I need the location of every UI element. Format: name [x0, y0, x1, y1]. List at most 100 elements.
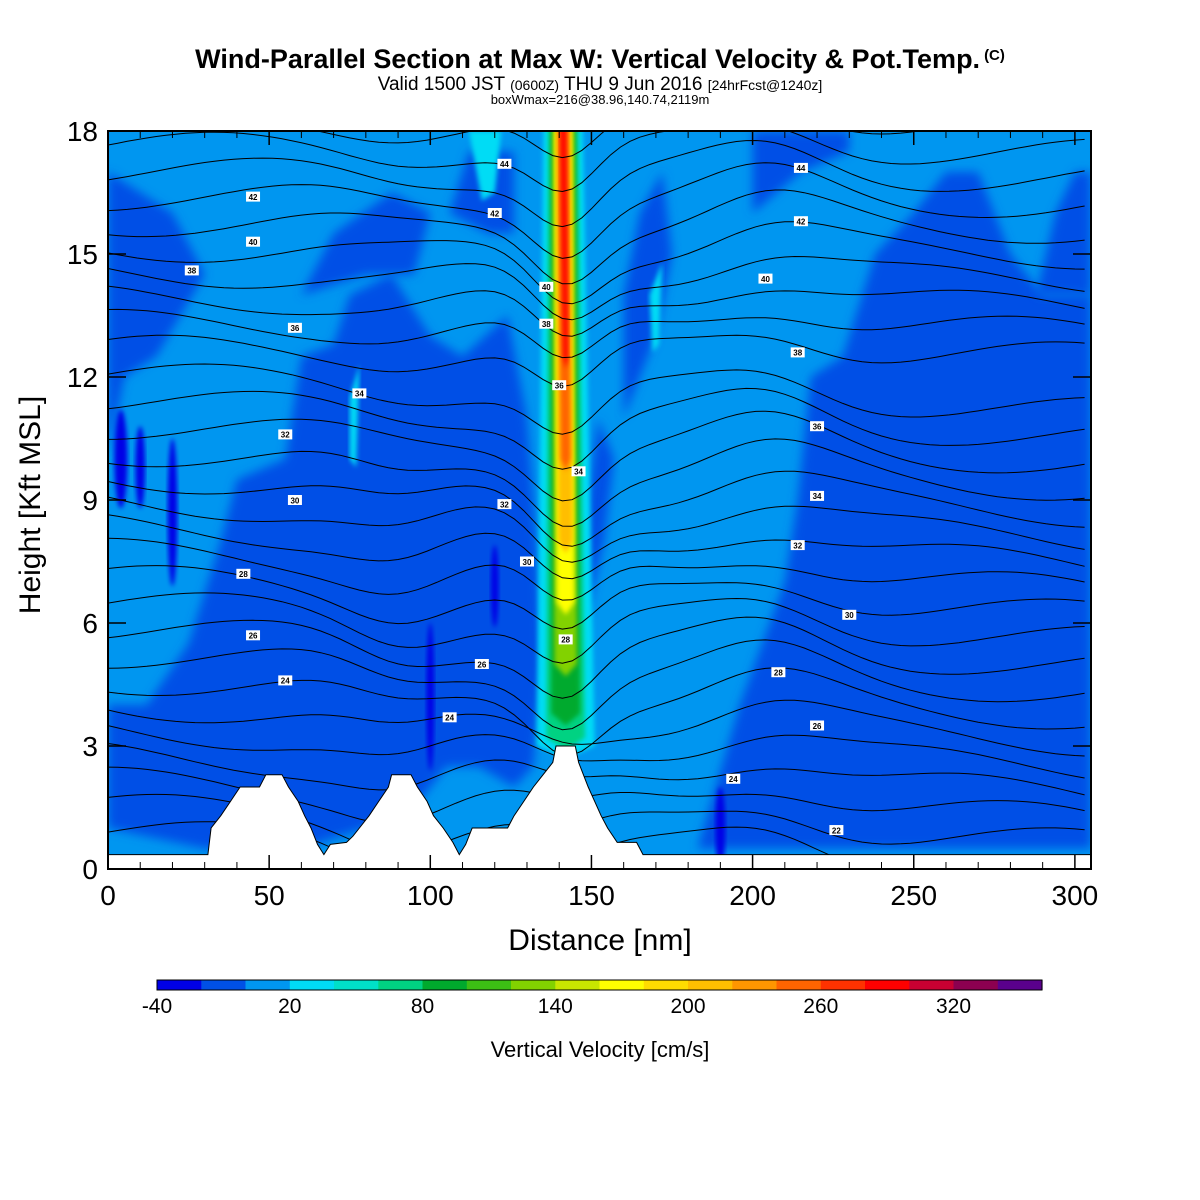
theta-label: 38: [539, 318, 554, 329]
colorbar-swatch: [555, 980, 601, 990]
isentrope-28: [315, 131, 923, 159]
isentrope-18: [108, 363, 1085, 435]
theta-label: 26: [474, 659, 489, 669]
theta-label-text: 42: [796, 218, 805, 227]
theta-label-text: 28: [239, 570, 248, 579]
theta-label: 30: [842, 609, 857, 620]
theta-label-bg: [726, 773, 741, 784]
theta-label: 28: [558, 634, 573, 645]
x-tick-label: 50: [254, 880, 285, 911]
theta-label: 42: [246, 191, 261, 202]
isentrope-21: [108, 285, 1085, 337]
theta-label: 36: [552, 380, 567, 391]
theta-label-bg: [810, 421, 825, 432]
theta-label-bg: [236, 568, 251, 579]
x-tick-label: 100: [407, 880, 454, 911]
isentrope-15: [108, 438, 1085, 527]
negative-w-region-4: [697, 172, 1091, 849]
theta-label: 26: [246, 630, 261, 641]
theta-label-text: 32: [281, 431, 290, 440]
colorbar-swatch: [997, 980, 1043, 990]
isentrope-25: [108, 162, 1085, 259]
isentrope-22: [108, 255, 1085, 321]
theta-label-bg: [771, 667, 786, 678]
theta-label: 40: [539, 281, 554, 292]
y-tick-label: 15: [67, 239, 98, 270]
theta-label: 42: [793, 216, 808, 227]
colorbar-label: 80: [411, 995, 434, 1018]
theta-label-bg: [539, 281, 554, 292]
theta-label-text: 24: [445, 714, 454, 723]
isentrope-23: [108, 221, 1085, 305]
negative-w-region-1: [108, 172, 205, 459]
isentrope-13: [108, 496, 1085, 563]
contour-labels: 42 40 38 36 34 32 30 28 26 24 44 42 40 38 36 34 32 30 28 26…: [184, 158, 857, 835]
chart-subtitle: Valid 1500 JST (0600Z) THU 9 Jun 2016 [2…: [377, 74, 823, 95]
colorbar-swatch: [776, 980, 822, 990]
theta-label-bg: [278, 429, 293, 440]
theta-label-bg: [287, 322, 302, 333]
y-tick-label: 18: [67, 116, 98, 147]
chart-title: Wind-Parallel Section at Max W: Vertical…: [195, 44, 1005, 74]
y-tick-label: 9: [82, 485, 98, 516]
forecast-info: [24hrFcst@1240z]: [707, 77, 823, 93]
terrain: [108, 745, 1091, 869]
terrain-mask: [108, 745, 1091, 869]
isentrope-20: [108, 308, 1085, 359]
y-tick-label: 6: [82, 608, 98, 639]
theta-label-bg: [539, 318, 554, 329]
theta-label: 38: [184, 265, 199, 276]
theta-label-bg: [758, 273, 773, 284]
theta-label-text: 36: [813, 423, 822, 432]
colorbar-swatch: [599, 980, 645, 990]
theta-label-text: 40: [761, 275, 770, 284]
colorbar-swatch: [422, 980, 468, 990]
theta-label-bg: [497, 499, 512, 510]
theta-label-text: 28: [774, 669, 783, 678]
negative-w-region-5: [752, 131, 850, 213]
theta-label-bg: [246, 191, 261, 202]
theta-label-bg: [790, 540, 805, 551]
theta-label-bg: [810, 720, 825, 731]
colorbar-label: 200: [670, 995, 705, 1018]
theta-label-text: 36: [555, 382, 564, 391]
x-tick-label: 200: [729, 880, 776, 911]
theta-label: 26: [810, 720, 825, 731]
colorbar-swatch: [953, 980, 999, 990]
isentrope-7: [108, 639, 1085, 731]
colorbar-frame: [156, 979, 1043, 991]
theta-label-text: 34: [813, 492, 822, 501]
theta-label-text: 30: [845, 611, 854, 620]
theta-label-bg: [487, 208, 502, 218]
isentrope-9: [108, 592, 1085, 664]
theta-label: 36: [810, 421, 825, 432]
theta-label: 32: [790, 540, 805, 551]
valid-utc: (0600Z): [510, 77, 560, 93]
theta-label: 38: [790, 347, 805, 358]
theta-label-text: 26: [477, 660, 486, 669]
theta-label: 30: [519, 556, 534, 567]
theta-label-text: 26: [249, 632, 258, 641]
theta-label-text: 40: [249, 238, 258, 247]
weak-updraft-1: [649, 262, 663, 353]
y-tick-label: 0: [82, 854, 98, 885]
theta-label: 32: [278, 429, 293, 440]
colorbar-label: 140: [538, 995, 573, 1018]
y-axis-title: Height [Kft MSL]: [14, 396, 47, 614]
theta-label-text: 38: [187, 267, 196, 276]
isentrope-5: [108, 699, 1085, 757]
theta-label: 28: [236, 568, 251, 579]
theta-label: 28: [771, 667, 786, 678]
theta-label-text: 34: [355, 390, 364, 399]
theta-label-text: 30: [290, 496, 299, 505]
theta-label-bg: [790, 347, 805, 358]
negative-w-region-0: [108, 274, 544, 849]
theta-label-text: 30: [523, 558, 532, 567]
x-axis-title: Distance [nm]: [508, 924, 691, 957]
theta-label-text: 32: [793, 541, 802, 550]
theta-label-text: 42: [249, 193, 258, 202]
box-wmax-note: boxWmax=216@38.96,140.74,2119m: [490, 92, 710, 107]
theta-label-bg: [810, 490, 825, 501]
theta-label-text: 42: [490, 209, 499, 218]
